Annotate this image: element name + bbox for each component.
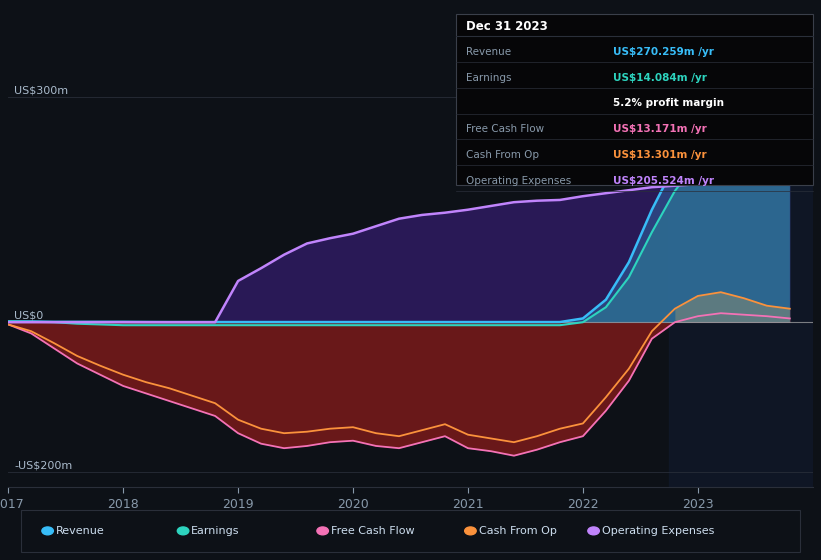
Bar [669, 67, 813, 487]
Text: US$14.084m /yr: US$14.084m /yr [613, 73, 707, 83]
Text: US$0: US$0 [14, 311, 44, 321]
Text: US$205.524m /yr: US$205.524m /yr [613, 176, 714, 186]
Text: US$13.171m /yr: US$13.171m /yr [613, 124, 707, 134]
Text: US$270.259m /yr: US$270.259m /yr [613, 47, 714, 57]
Text: Earnings: Earnings [466, 73, 511, 83]
Text: Operating Expenses: Operating Expenses [602, 526, 714, 536]
Text: Cash From Op: Cash From Op [479, 526, 557, 536]
Text: Free Cash Flow: Free Cash Flow [331, 526, 415, 536]
Text: Dec 31 2023: Dec 31 2023 [466, 20, 548, 32]
Text: US$13.301m /yr: US$13.301m /yr [613, 150, 707, 160]
Text: 5.2% profit margin: 5.2% profit margin [613, 99, 724, 109]
Text: Free Cash Flow: Free Cash Flow [466, 124, 544, 134]
Text: US$300m: US$300m [14, 86, 68, 96]
Text: Revenue: Revenue [56, 526, 104, 536]
Text: -US$200m: -US$200m [14, 461, 72, 471]
Text: Revenue: Revenue [466, 47, 511, 57]
Text: Earnings: Earnings [191, 526, 240, 536]
Text: Operating Expenses: Operating Expenses [466, 176, 571, 186]
Text: Cash From Op: Cash From Op [466, 150, 539, 160]
